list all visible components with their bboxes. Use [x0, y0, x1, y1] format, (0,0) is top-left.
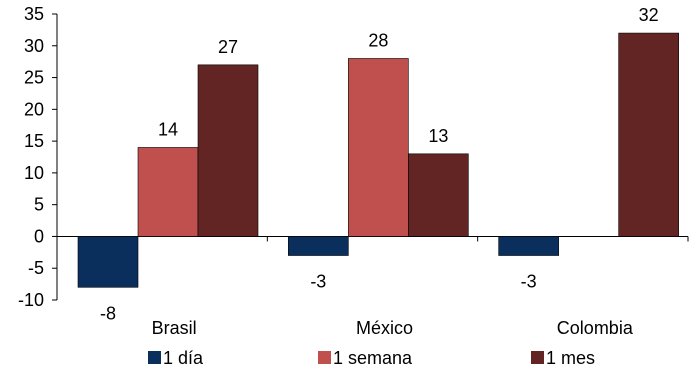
legend: 1 día 1 semana 1 mes	[148, 348, 595, 368]
legend-label: 1 semana	[333, 348, 413, 368]
y-tick-label: -10	[18, 290, 44, 310]
bar	[348, 58, 409, 237]
data-label: 28	[368, 30, 388, 50]
y-tick-label: 25	[24, 68, 44, 88]
data-label: -8	[100, 303, 116, 323]
bar	[498, 236, 559, 256]
y-tick-label: 20	[24, 99, 44, 119]
data-label: 13	[428, 126, 448, 146]
bars	[77, 32, 679, 288]
bar	[77, 236, 139, 288]
category-labels: Brasil México Colombia	[152, 318, 634, 338]
bar	[288, 236, 349, 256]
legend-swatch	[148, 351, 161, 364]
data-labels: -8 14 27 -3 28 13 -3 32	[100, 5, 659, 323]
data-label: 14	[158, 119, 178, 139]
category-label: Brasil	[152, 318, 197, 338]
legend-swatch	[318, 351, 331, 364]
y-tick-label: 30	[24, 36, 44, 56]
y-tick-label: 35	[24, 4, 44, 24]
data-label: 32	[639, 5, 659, 25]
category-label: México	[356, 318, 413, 338]
y-axis: -10 -5 0 5 10 15 20 25 30 35	[18, 4, 689, 310]
bar	[618, 32, 679, 237]
legend-swatch	[531, 351, 544, 364]
bar	[197, 64, 259, 237]
data-label: -3	[310, 272, 326, 292]
y-tick-label: 5	[34, 195, 44, 215]
y-tick-label: -5	[28, 258, 44, 278]
legend-label: 1 mes	[546, 348, 595, 368]
data-label: 27	[218, 37, 238, 57]
category-label: Colombia	[557, 318, 634, 338]
bar	[408, 153, 469, 237]
data-label: -3	[521, 272, 537, 292]
y-tick-label: 0	[34, 226, 44, 246]
legend-label: 1 día	[163, 348, 204, 368]
y-tick-label: 15	[24, 131, 44, 151]
y-tick-label: 10	[24, 163, 44, 183]
bar	[137, 147, 199, 237]
